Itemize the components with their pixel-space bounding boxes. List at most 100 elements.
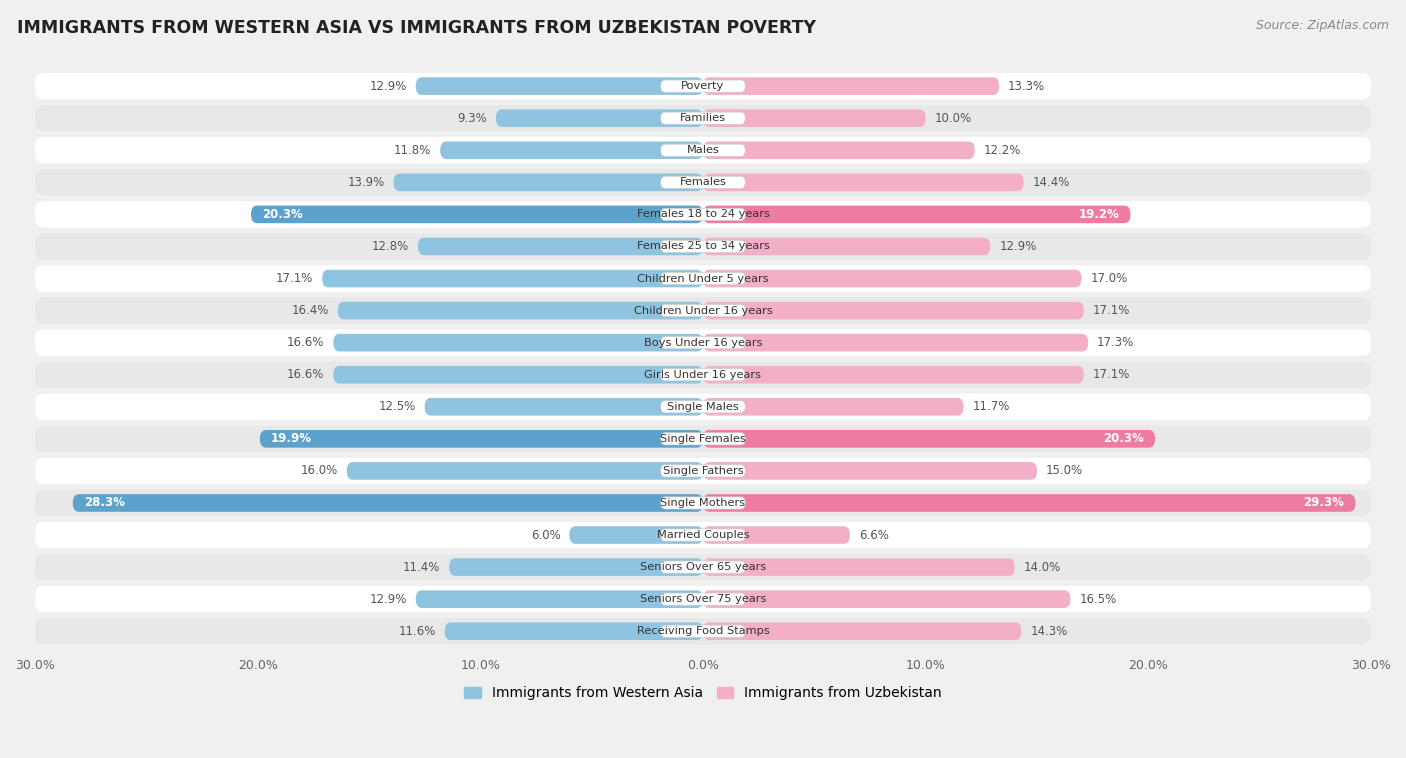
Text: Females 25 to 34 years: Females 25 to 34 years <box>637 242 769 252</box>
FancyBboxPatch shape <box>703 366 1084 384</box>
FancyBboxPatch shape <box>449 559 703 576</box>
FancyBboxPatch shape <box>703 590 1070 608</box>
FancyBboxPatch shape <box>35 330 1371 356</box>
Text: Females 18 to 24 years: Females 18 to 24 years <box>637 209 769 219</box>
FancyBboxPatch shape <box>703 494 1355 512</box>
Text: 15.0%: 15.0% <box>1046 465 1083 478</box>
Text: Seniors Over 65 years: Seniors Over 65 years <box>640 562 766 572</box>
Text: 11.7%: 11.7% <box>973 400 1010 413</box>
FancyBboxPatch shape <box>661 240 745 252</box>
FancyBboxPatch shape <box>661 337 745 349</box>
Text: 20.3%: 20.3% <box>1104 432 1144 446</box>
Text: 14.4%: 14.4% <box>1032 176 1070 189</box>
FancyBboxPatch shape <box>661 112 745 124</box>
FancyBboxPatch shape <box>418 238 703 255</box>
FancyBboxPatch shape <box>425 398 703 415</box>
FancyBboxPatch shape <box>333 334 703 352</box>
Text: 11.8%: 11.8% <box>394 144 432 157</box>
FancyBboxPatch shape <box>35 618 1371 644</box>
Text: 12.9%: 12.9% <box>370 593 406 606</box>
Text: 17.1%: 17.1% <box>1092 368 1130 381</box>
FancyBboxPatch shape <box>250 205 703 223</box>
Text: 6.0%: 6.0% <box>530 528 561 541</box>
Text: 13.9%: 13.9% <box>347 176 385 189</box>
FancyBboxPatch shape <box>661 208 745 221</box>
Text: 16.5%: 16.5% <box>1080 593 1116 606</box>
FancyBboxPatch shape <box>661 368 745 381</box>
FancyBboxPatch shape <box>661 401 745 413</box>
FancyBboxPatch shape <box>661 305 745 317</box>
FancyBboxPatch shape <box>35 586 1371 612</box>
FancyBboxPatch shape <box>569 526 703 543</box>
FancyBboxPatch shape <box>661 465 745 477</box>
Text: 29.3%: 29.3% <box>1303 496 1344 509</box>
Text: Receiving Food Stamps: Receiving Food Stamps <box>637 626 769 636</box>
Text: 16.4%: 16.4% <box>291 304 329 317</box>
Text: 10.0%: 10.0% <box>935 111 972 125</box>
Text: 12.9%: 12.9% <box>370 80 406 92</box>
Legend: Immigrants from Western Asia, Immigrants from Uzbekistan: Immigrants from Western Asia, Immigrants… <box>458 681 948 706</box>
FancyBboxPatch shape <box>322 270 703 287</box>
FancyBboxPatch shape <box>703 77 1000 95</box>
Text: Males: Males <box>686 146 720 155</box>
Text: Source: ZipAtlas.com: Source: ZipAtlas.com <box>1256 19 1389 32</box>
FancyBboxPatch shape <box>440 142 703 159</box>
Text: 20.3%: 20.3% <box>262 208 302 221</box>
Text: Married Couples: Married Couples <box>657 530 749 540</box>
Text: 28.3%: 28.3% <box>84 496 125 509</box>
FancyBboxPatch shape <box>35 393 1371 420</box>
FancyBboxPatch shape <box>703 238 990 255</box>
FancyBboxPatch shape <box>416 590 703 608</box>
FancyBboxPatch shape <box>703 462 1038 480</box>
Text: 19.9%: 19.9% <box>271 432 312 446</box>
Text: 12.9%: 12.9% <box>1000 240 1036 253</box>
Text: 17.1%: 17.1% <box>276 272 314 285</box>
FancyBboxPatch shape <box>35 201 1371 227</box>
FancyBboxPatch shape <box>661 497 745 509</box>
FancyBboxPatch shape <box>496 109 703 127</box>
Text: Single Males: Single Males <box>666 402 740 412</box>
Text: IMMIGRANTS FROM WESTERN ASIA VS IMMIGRANTS FROM UZBEKISTAN POVERTY: IMMIGRANTS FROM WESTERN ASIA VS IMMIGRAN… <box>17 19 815 37</box>
FancyBboxPatch shape <box>703 302 1084 319</box>
FancyBboxPatch shape <box>661 272 745 284</box>
FancyBboxPatch shape <box>661 625 745 637</box>
Text: Females: Females <box>679 177 727 187</box>
FancyBboxPatch shape <box>35 169 1371 196</box>
Text: 17.1%: 17.1% <box>1092 304 1130 317</box>
Text: 17.3%: 17.3% <box>1097 336 1135 349</box>
FancyBboxPatch shape <box>35 73 1371 99</box>
FancyBboxPatch shape <box>260 430 703 448</box>
Text: 12.2%: 12.2% <box>984 144 1021 157</box>
Text: Boys Under 16 years: Boys Under 16 years <box>644 337 762 348</box>
FancyBboxPatch shape <box>347 462 703 480</box>
FancyBboxPatch shape <box>35 490 1371 516</box>
FancyBboxPatch shape <box>35 233 1371 259</box>
FancyBboxPatch shape <box>703 205 1130 223</box>
Text: 12.5%: 12.5% <box>378 400 416 413</box>
FancyBboxPatch shape <box>337 302 703 319</box>
FancyBboxPatch shape <box>35 458 1371 484</box>
FancyBboxPatch shape <box>661 529 745 541</box>
FancyBboxPatch shape <box>444 622 703 640</box>
FancyBboxPatch shape <box>703 334 1088 352</box>
Text: 14.0%: 14.0% <box>1024 561 1062 574</box>
Text: 11.6%: 11.6% <box>398 625 436 637</box>
FancyBboxPatch shape <box>35 265 1371 292</box>
FancyBboxPatch shape <box>661 176 745 189</box>
Text: Children Under 16 years: Children Under 16 years <box>634 305 772 315</box>
FancyBboxPatch shape <box>703 109 925 127</box>
Text: 14.3%: 14.3% <box>1031 625 1067 637</box>
Text: Poverty: Poverty <box>682 81 724 91</box>
Text: 6.6%: 6.6% <box>859 528 889 541</box>
Text: Girls Under 16 years: Girls Under 16 years <box>644 370 762 380</box>
FancyBboxPatch shape <box>661 80 745 92</box>
Text: Single Mothers: Single Mothers <box>661 498 745 508</box>
FancyBboxPatch shape <box>35 554 1371 581</box>
Text: Children Under 5 years: Children Under 5 years <box>637 274 769 283</box>
Text: 19.2%: 19.2% <box>1078 208 1119 221</box>
FancyBboxPatch shape <box>661 144 745 156</box>
FancyBboxPatch shape <box>35 297 1371 324</box>
FancyBboxPatch shape <box>73 494 703 512</box>
Text: 11.4%: 11.4% <box>404 561 440 574</box>
FancyBboxPatch shape <box>661 593 745 605</box>
